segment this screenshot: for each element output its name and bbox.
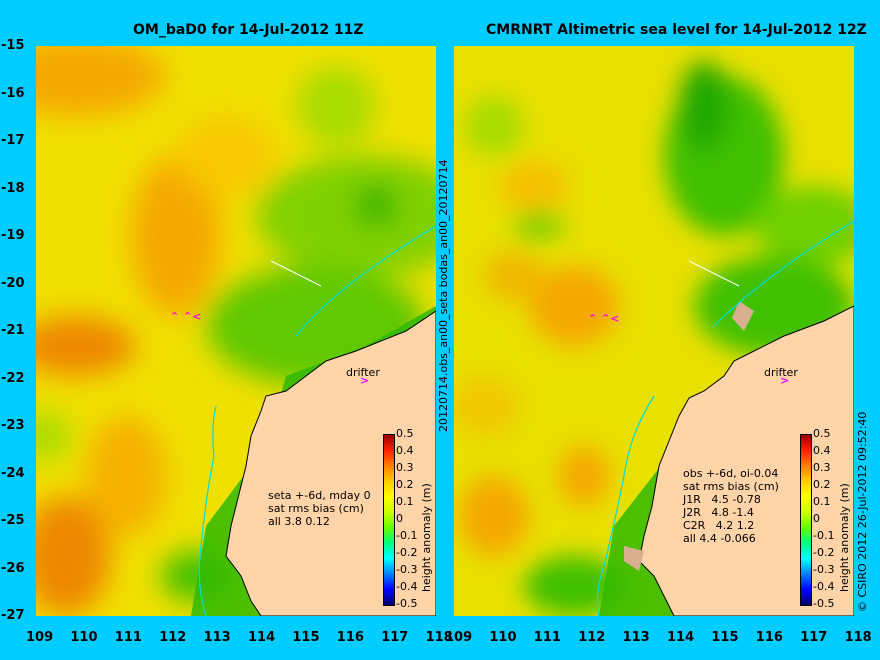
- latitude-tick-label: -22: [1, 370, 25, 386]
- longitude-tick-label: 109: [26, 630, 54, 645]
- longitude-tick-label: 117: [800, 630, 828, 645]
- latitude-tick-label: -20: [1, 275, 25, 291]
- colorbar-tick-label: 0.2: [813, 478, 831, 491]
- colorbar-tick-label: 0.2: [396, 478, 414, 491]
- colorbar-tick-label: -0.2: [813, 546, 835, 559]
- run-identifier-label: 20120714.obs_an00_seta bodas_an00_201207…: [437, 159, 450, 432]
- latitude-tick-label: -24: [1, 465, 25, 481]
- longitude-tick-label: 113: [203, 630, 231, 645]
- colorbar-tick-label: 0.1: [813, 495, 831, 508]
- left-map: [36, 46, 436, 616]
- latitude-tick-label: -25: [1, 513, 25, 528]
- latitude-tick-label: -21: [1, 323, 25, 338]
- right-drifter-arrow-icon: >: [780, 374, 790, 387]
- longitude-tick-label: 118: [425, 630, 453, 645]
- colorbar-tick-label: -0.3: [813, 563, 835, 576]
- latitude-tick-label: -18: [1, 180, 25, 196]
- left-colorbar-title: height anomaly (m): [420, 483, 433, 592]
- latitude-tick-label: -19: [1, 228, 25, 243]
- right-sea-level-field: [454, 46, 854, 616]
- colorbar-tick-label: -0.4: [396, 580, 418, 593]
- right-drifter-label: drifter: [764, 366, 798, 379]
- colorbar-tick-label: -0.3: [396, 563, 418, 576]
- longitude-tick-label: 114: [248, 630, 276, 645]
- left-stats-text: seta +-6d, mday 0 sat rms bias (cm) all …: [268, 489, 371, 528]
- latitude-tick-label: -16: [1, 85, 25, 101]
- longitude-tick-label: 116: [755, 630, 783, 645]
- latitude-tick-label: -23: [1, 418, 25, 433]
- colorbar-tick-label: 0.4: [813, 444, 831, 457]
- right-map: [454, 46, 854, 616]
- colorbar-tick-label: 0.3: [813, 461, 831, 474]
- right-stats-text: obs +-6d, oi-0.04 sat rms bias (cm) J1R …: [683, 467, 779, 545]
- left-map-title: OM_baD0 for 14-Jul-2012 11Z: [133, 22, 364, 38]
- colorbar-tick-label: -0.4: [813, 580, 835, 593]
- right-map-title: CMRNRT Altimetric sea level for 14-Jul-2…: [486, 22, 867, 38]
- latitude-tick-label: -26: [1, 560, 25, 576]
- longitude-tick-label: 109: [445, 630, 473, 645]
- left-drifter-label: drifter: [346, 366, 380, 379]
- longitude-tick-label: 111: [533, 630, 561, 645]
- colorbar-tick-label: 0: [813, 512, 820, 525]
- colorbar-tick-label: 0.4: [396, 444, 414, 457]
- longitude-tick-label: 110: [70, 630, 98, 645]
- colorbar-tick-label: 0.3: [396, 461, 414, 474]
- left-colorbar: [383, 434, 395, 606]
- right-colorbar-title: height anomaly (m): [838, 483, 851, 592]
- longitude-tick-label: 113: [622, 630, 650, 645]
- right-colorbar: [800, 434, 812, 606]
- latitude-tick-label: -17: [1, 133, 25, 148]
- longitude-tick-label: 112: [578, 630, 606, 645]
- longitude-tick-label: 111: [114, 630, 142, 645]
- credit-text: © CSIRO 2012 26-Jul-2012 09:52:40: [856, 411, 869, 612]
- left-sea-level-field: [36, 46, 436, 616]
- longitude-tick-label: 115: [711, 630, 739, 645]
- left-drifter-arrow-icon: >: [360, 374, 370, 387]
- colorbar-tick-label: -0.5: [813, 597, 835, 610]
- right-obs-cluster-icon: ⌃ ⌃<: [588, 312, 620, 325]
- colorbar-tick-label: -0.1: [813, 529, 835, 542]
- colorbar-tick-label: -0.5: [396, 597, 418, 610]
- longitude-tick-label: 110: [489, 630, 517, 645]
- colorbar-tick-label: 0.1: [396, 495, 414, 508]
- latitude-tick-label: -27: [1, 608, 25, 623]
- longitude-tick-label: 115: [292, 630, 320, 645]
- longitude-tick-label: 114: [667, 630, 695, 645]
- colorbar-tick-label: 0.5: [396, 427, 414, 440]
- colorbar-tick-label: -0.1: [396, 529, 418, 542]
- colorbar-tick-label: 0.5: [813, 427, 831, 440]
- longitude-tick-label: 118: [844, 630, 872, 645]
- longitude-tick-label: 116: [336, 630, 364, 645]
- colorbar-tick-label: 0: [396, 512, 403, 525]
- longitude-tick-label: 112: [159, 630, 187, 645]
- left-obs-cluster-icon: ⌃ ⌃<: [170, 310, 202, 323]
- latitude-tick-label: -15: [1, 38, 25, 53]
- longitude-tick-label: 117: [381, 630, 409, 645]
- colorbar-tick-label: -0.2: [396, 546, 418, 559]
